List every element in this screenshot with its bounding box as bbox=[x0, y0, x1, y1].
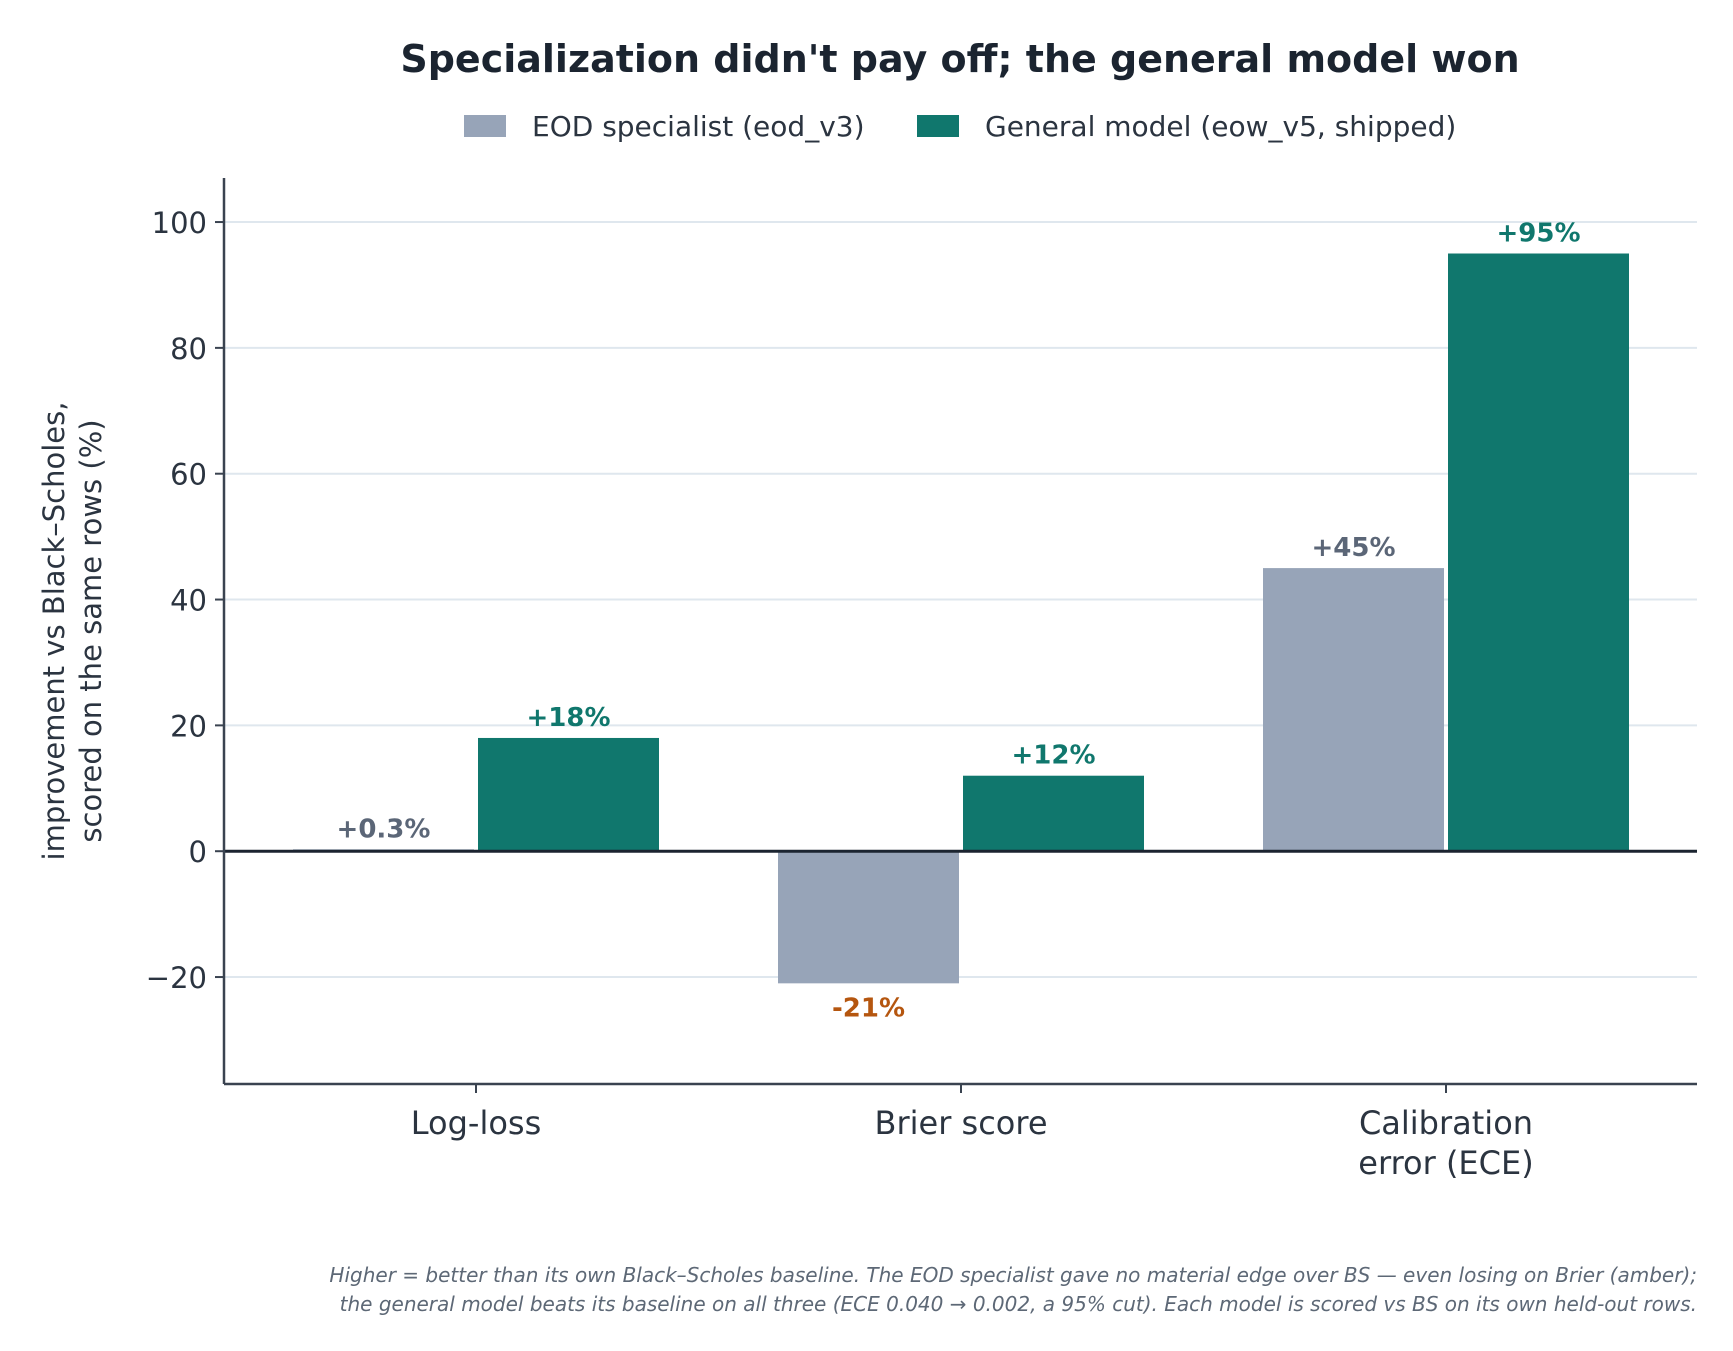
y-tick-label: 40 bbox=[170, 584, 207, 618]
legend-label-general-model: General model (eow_v5, shipped) bbox=[985, 110, 1456, 143]
gridlines bbox=[224, 221, 1697, 979]
y-axis-label: improvement vs Black–Scholes, scored on t… bbox=[37, 402, 108, 861]
bar-general-model-brier-score bbox=[963, 775, 1144, 852]
y-tick-label: 20 bbox=[170, 709, 207, 743]
y-tick-label: 80 bbox=[170, 332, 207, 366]
y-tick-label: −20 bbox=[146, 961, 207, 995]
bars bbox=[293, 253, 1629, 984]
data-label: +0.3% bbox=[337, 814, 431, 844]
data-label: +95% bbox=[1496, 219, 1580, 249]
legend: EOD specialist (eod_v3) General model (e… bbox=[464, 110, 1456, 143]
data-label: +45% bbox=[1311, 533, 1395, 563]
bar-eod-specialist-brier-score bbox=[778, 851, 959, 984]
y-tick-label: 100 bbox=[152, 206, 207, 240]
y-tick-label: 60 bbox=[170, 458, 207, 492]
y-axis-label-line: scored on the same rows (%) bbox=[74, 419, 108, 842]
bar-general-model-calibration-error-ece bbox=[1448, 253, 1629, 852]
x-tick-label: Calibration bbox=[1359, 1104, 1533, 1142]
footnote-line-1: Higher = better than its own Black–Schol… bbox=[329, 1263, 1697, 1287]
data-labels: +0.3% -21% +45% +18% +12% +95% bbox=[337, 219, 1581, 1024]
x-tick-label: error (ECE) bbox=[1358, 1144, 1533, 1182]
footnote-line-2: the general model beats its baseline on … bbox=[340, 1292, 1697, 1316]
legend-swatch-general-model bbox=[917, 115, 959, 137]
data-label: +18% bbox=[526, 703, 610, 733]
data-label: -21% bbox=[832, 993, 905, 1023]
bar-eod-specialist-calibration-error-ece bbox=[1263, 568, 1444, 852]
legend-swatch-eod-specialist bbox=[464, 115, 506, 137]
bar-general-model-log-loss bbox=[478, 737, 659, 852]
y-tick-label: 0 bbox=[189, 835, 207, 869]
axes: −20 0 20 40 60 80 100 Log-loss Brier score Calibr… bbox=[37, 178, 1697, 1182]
legend-label-eod-specialist: EOD specialist (eod_v3) bbox=[532, 110, 865, 143]
x-tick-label: Brier score bbox=[875, 1104, 1048, 1142]
y-axis-label-line: improvement vs Black–Scholes, bbox=[37, 402, 71, 861]
chart-title: Specialization didn't pay off; the gener… bbox=[400, 37, 1519, 81]
x-tick-label: Log-loss bbox=[411, 1104, 542, 1142]
data-label: +12% bbox=[1011, 741, 1095, 771]
